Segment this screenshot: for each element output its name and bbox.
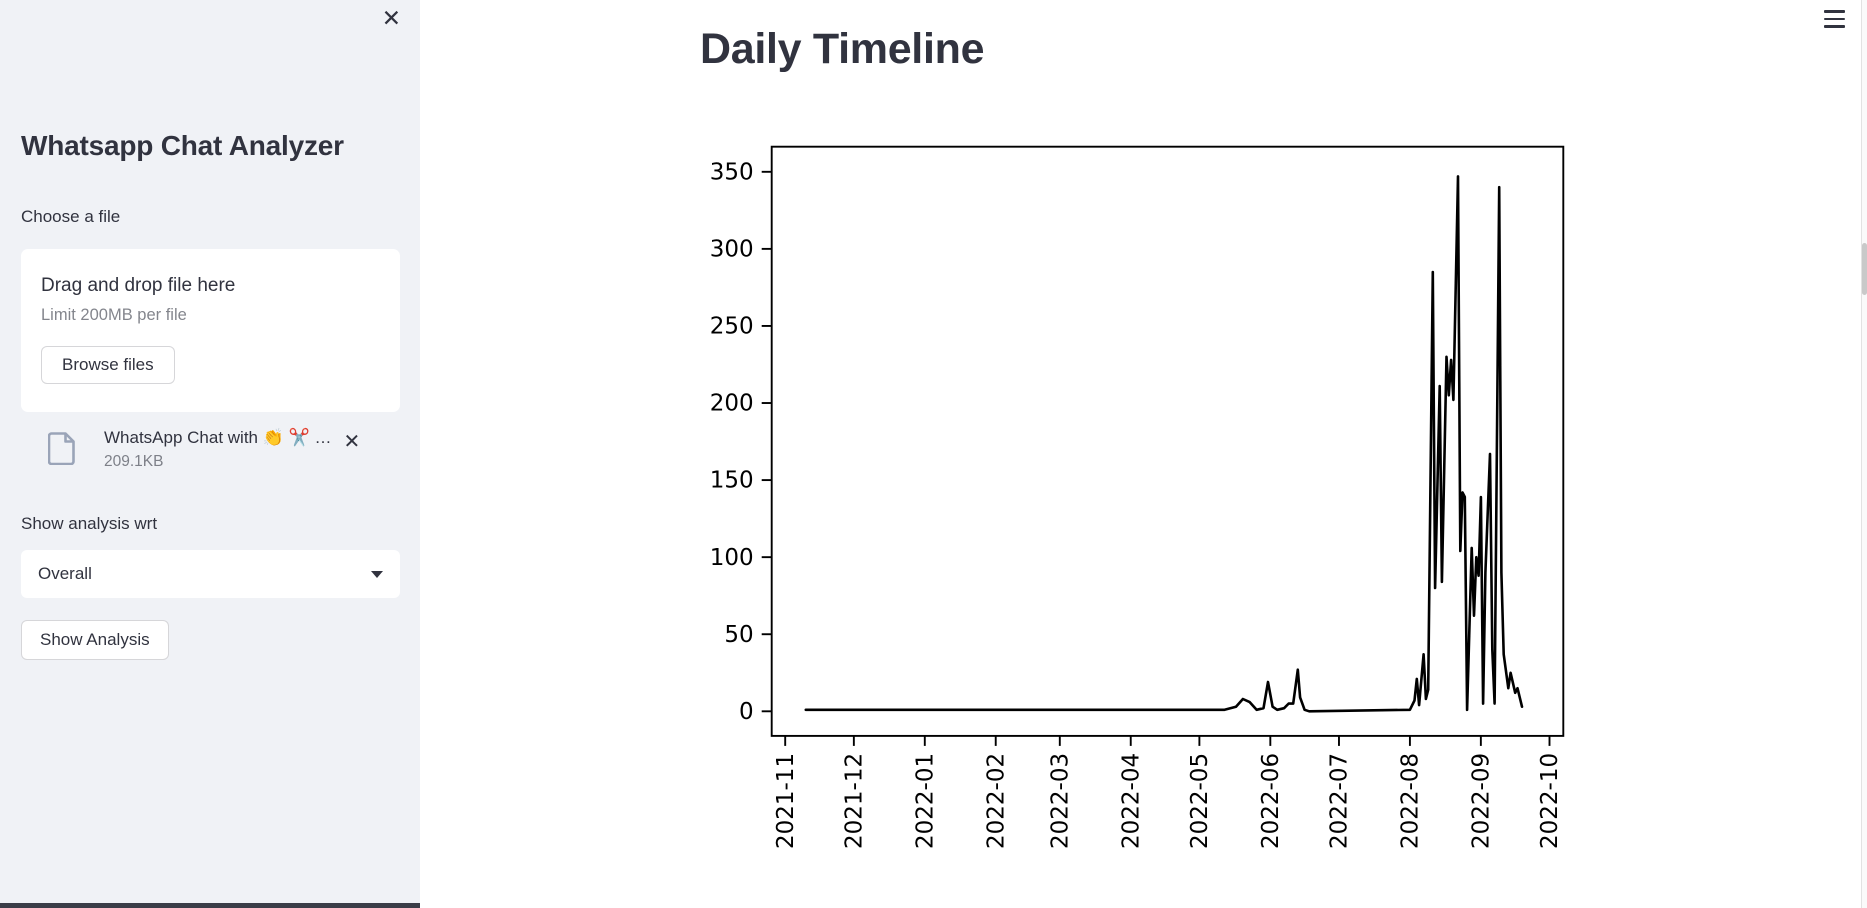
svg-text:2022-04: 2022-04	[1118, 753, 1144, 849]
uploaded-file-meta: WhatsApp Chat with 👏 ✂️ … 209.1KB	[104, 428, 332, 471]
svg-text:350: 350	[710, 159, 754, 185]
svg-text:150: 150	[710, 468, 754, 494]
svg-text:2022-06: 2022-06	[1258, 753, 1284, 849]
browse-files-button[interactable]: Browse files	[41, 346, 175, 384]
svg-text:300: 300	[710, 236, 754, 262]
sidebar-bottom-scrollbar	[0, 903, 420, 908]
vertical-scrollbar	[1861, 0, 1867, 908]
svg-text:2022-10: 2022-10	[1537, 753, 1563, 849]
scrollbar-thumb[interactable]	[1862, 243, 1867, 295]
uploaded-file-name: WhatsApp Chat with 👏 ✂️ …	[104, 428, 332, 447]
document-icon	[47, 432, 75, 470]
main-content: Daily Timeline 0 50 100 150 200 250 300 350 2021…	[420, 0, 1867, 908]
sidebar-title: Whatsapp Chat Analyzer	[21, 130, 344, 161]
svg-text:2022-05: 2022-05	[1187, 753, 1213, 849]
remove-file-icon[interactable]: ✕	[343, 431, 361, 453]
file-uploader-label: Choose a file	[21, 207, 121, 226]
svg-text:2022-09: 2022-09	[1468, 753, 1494, 849]
svg-text:0: 0	[739, 699, 754, 725]
uploaded-file-size: 209.1KB	[104, 453, 164, 470]
analysis-select-label: Show analysis wrt	[21, 514, 158, 533]
file-dropzone[interactable]: Drag and drop file here Limit 200MB per …	[21, 249, 400, 412]
svg-text:100: 100	[710, 545, 754, 571]
menu-bar	[1824, 17, 1845, 21]
dropzone-instructions: Drag and drop file here	[41, 275, 236, 296]
svg-text:2022-08: 2022-08	[1398, 753, 1424, 849]
dropzone-limit: Limit 200MB per file	[41, 306, 187, 324]
menu-bar	[1824, 25, 1845, 28]
chevron-down-icon	[371, 570, 383, 578]
daily-timeline-chart: 0 50 100 150 200 250 300 350 2021-11 2021-12 2022-…	[420, 0, 1867, 908]
svg-text:2021-12: 2021-12	[841, 753, 867, 849]
close-icon[interactable]: ✕	[381, 5, 401, 31]
analysis-select-value: Overall	[38, 564, 92, 583]
svg-text:2021-11: 2021-11	[773, 753, 799, 849]
page-title: Daily Timeline	[700, 25, 985, 73]
svg-text:2022-03: 2022-03	[1047, 753, 1073, 849]
svg-text:2022-01: 2022-01	[912, 753, 938, 849]
svg-text:200: 200	[710, 391, 754, 417]
svg-text:250: 250	[710, 314, 754, 340]
hamburger-menu-icon[interactable]	[1822, 8, 1850, 30]
svg-text:2022-07: 2022-07	[1327, 753, 1353, 849]
show-analysis-button[interactable]: Show Analysis	[21, 620, 169, 660]
svg-text:50: 50	[724, 622, 753, 648]
menu-bar	[1824, 10, 1845, 13]
analysis-select[interactable]: Overall	[21, 550, 400, 598]
sidebar: ✕ Whatsapp Chat Analyzer Choose a file D…	[0, 0, 420, 908]
uploaded-file-row: WhatsApp Chat with 👏 ✂️ … 209.1KB ✕	[21, 428, 400, 471]
svg-text:2022-02: 2022-02	[983, 753, 1009, 849]
